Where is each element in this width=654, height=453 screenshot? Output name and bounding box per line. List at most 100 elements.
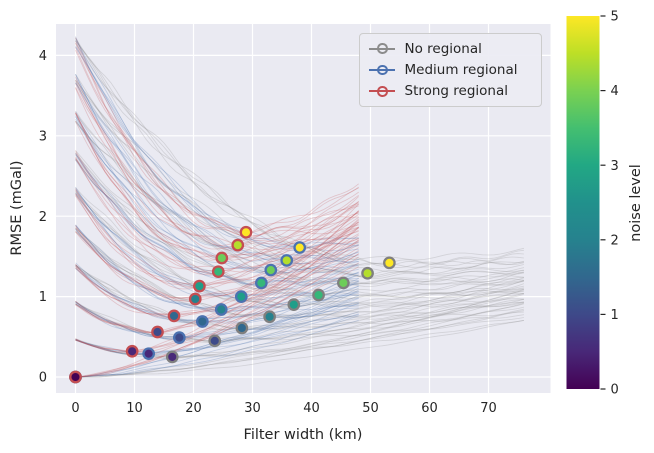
x-tick-label: 0 — [71, 401, 79, 416]
colorbar-tick-label: 0 — [611, 383, 619, 398]
ensemble-curve — [75, 41, 359, 237]
ensemble-curve — [75, 262, 359, 323]
ensemble-curve — [75, 159, 524, 299]
minimum-point — [293, 241, 307, 254]
ensemble-curve — [75, 80, 524, 279]
ensemble-curve — [75, 37, 359, 234]
minimum-point — [215, 251, 229, 265]
ensemble-curve — [75, 264, 524, 330]
ensemble-curve — [75, 227, 359, 353]
colorbar-tick-label: 3 — [611, 159, 619, 174]
ensemble-curve — [75, 266, 359, 378]
x-tick-label: 40 — [303, 401, 320, 416]
y-axis-label: RMSE (mGal) — [9, 160, 25, 256]
minimum-point — [165, 350, 179, 364]
minimum-point — [263, 310, 276, 324]
y-tick-label: 4 — [39, 49, 47, 64]
ensemble-curve — [75, 264, 524, 331]
ensemble-curve — [75, 268, 359, 324]
minimum-point — [337, 276, 350, 290]
ensemble-curve — [75, 80, 359, 245]
ensemble-curve — [75, 267, 359, 321]
minimum-point — [167, 309, 181, 323]
ensemble-curve — [75, 112, 524, 285]
y-tick-label: 1 — [39, 290, 47, 305]
ensemble-curve — [75, 77, 359, 257]
ensemble-curve — [75, 280, 525, 342]
ensemble-curve — [75, 74, 524, 278]
ensemble-curve — [75, 154, 524, 295]
ensemble-curve — [75, 47, 359, 238]
ensemble-curve — [75, 193, 359, 288]
minimum-point — [188, 292, 202, 306]
ensemble-curve — [75, 223, 359, 302]
legend-label: Medium regional — [404, 61, 518, 78]
ensemble-curve — [75, 227, 359, 333]
colorbar-gradient — [566, 16, 600, 389]
ensemble-curve — [75, 153, 359, 286]
ensemble-curve — [75, 189, 359, 289]
ensemble-curve — [75, 195, 359, 290]
ensemble-curve — [75, 230, 524, 320]
ensemble-curve — [75, 293, 525, 378]
minimum-point — [69, 370, 82, 384]
ensemble-curve — [75, 301, 524, 342]
legend: No regional Medium regional Strong regio… — [359, 33, 542, 107]
ensemble-curve — [75, 79, 524, 277]
ensemble-curve — [75, 82, 359, 263]
minimum-point — [312, 288, 325, 302]
ensemble-curve — [75, 298, 525, 343]
ensemble-curve — [75, 256, 359, 334]
colorbar: 0 1 2 3 4 5 — [566, 10, 619, 398]
y-axis: 0 1 2 3 4 — [39, 49, 47, 386]
y-tick-label: 3 — [39, 129, 47, 144]
colorbar-tick-label: 4 — [611, 84, 619, 99]
minimum-point — [239, 225, 253, 239]
ensemble-curve — [75, 36, 359, 249]
minimum-point — [125, 344, 139, 358]
ensemble-curve — [75, 193, 359, 289]
ensemble-curve — [75, 302, 524, 343]
colorbar-tick-label: 2 — [611, 233, 619, 248]
ensemble-curve — [75, 308, 524, 378]
ensemble-curve — [75, 265, 524, 331]
minimum-point — [234, 290, 248, 303]
ensemble-curve — [75, 122, 524, 287]
ensemble-curve — [75, 193, 359, 296]
minimum-point — [287, 298, 301, 311]
ensemble-curve — [75, 228, 524, 317]
ensemble-curve — [75, 240, 359, 378]
ensemble-curve — [75, 74, 359, 261]
ensemble-curve — [75, 264, 359, 323]
ensemble-curve — [75, 302, 525, 378]
ensemble-curve — [75, 253, 359, 378]
legend-item-strong-regional: Strong regional — [369, 81, 532, 102]
minimum-point — [196, 315, 209, 328]
ensemble-curve — [75, 297, 359, 340]
colorbar-tick-label: 1 — [611, 308, 619, 323]
colorbar-tick-label: 5 — [611, 10, 619, 25]
minimum-point — [383, 256, 396, 270]
colorbar-label: noise level — [628, 164, 644, 242]
ensemble-curve — [75, 50, 359, 237]
x-tick-label: 60 — [421, 401, 438, 416]
minimum-point — [231, 238, 245, 252]
ensemble-curve — [75, 186, 359, 299]
minimum-point — [193, 279, 206, 293]
minimum-point — [208, 334, 222, 348]
ensemble-curve — [75, 114, 359, 273]
x-tick-label: 30 — [244, 401, 261, 416]
ensemble-curve — [75, 227, 524, 319]
legend-label: No regional — [404, 40, 482, 57]
ensemble-curve — [75, 239, 359, 353]
ensemble-curve — [75, 319, 359, 378]
legend-circle-marker-icon — [377, 43, 388, 54]
ensemble-curve — [75, 231, 359, 302]
ensemble-curve — [75, 151, 524, 296]
ensemble-curve — [75, 264, 524, 330]
x-tick-label: 70 — [480, 401, 497, 416]
ensemble-curve — [75, 88, 359, 251]
y-tick-label: 2 — [39, 210, 47, 225]
ensemble-curve — [75, 266, 524, 330]
